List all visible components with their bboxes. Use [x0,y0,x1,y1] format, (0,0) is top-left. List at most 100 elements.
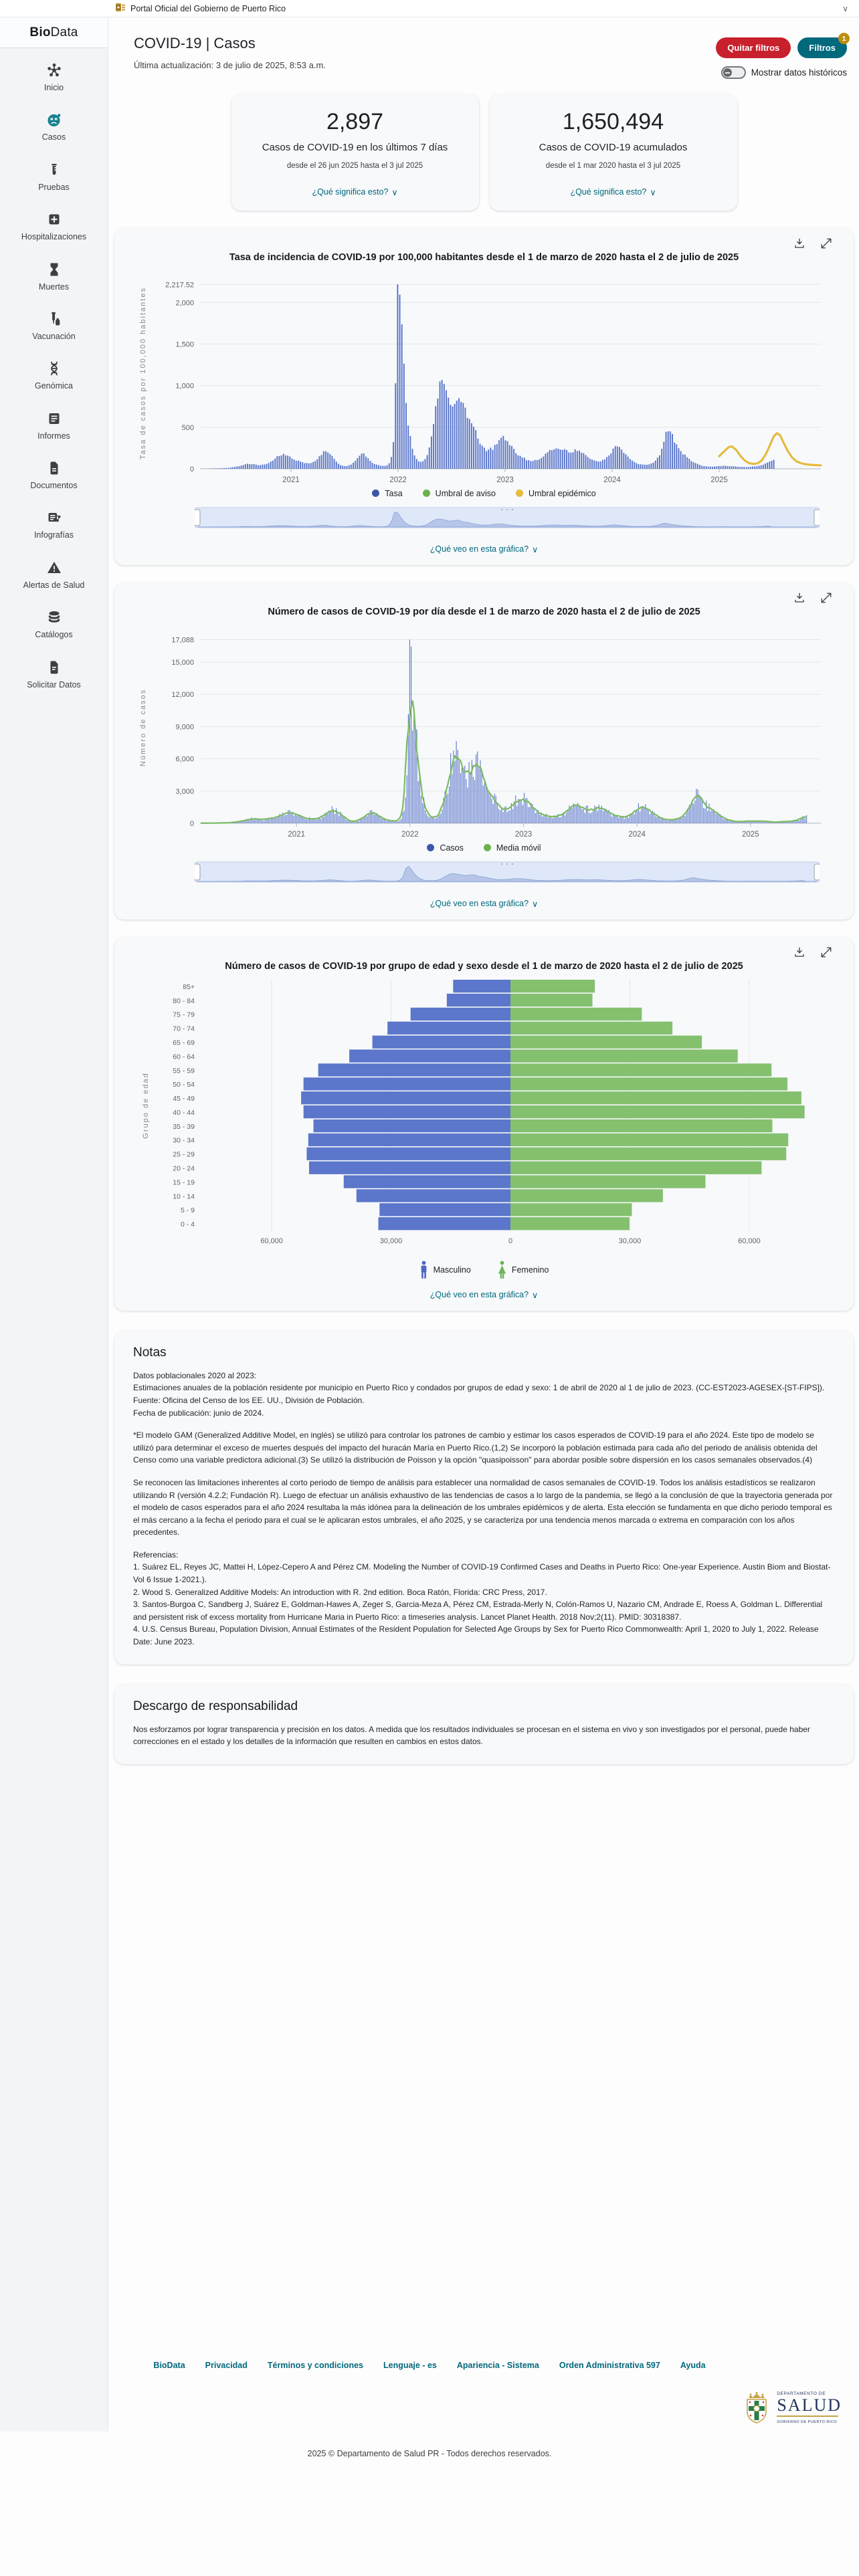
svg-text:2021: 2021 [288,831,305,839]
range-navigator[interactable] [193,505,821,530]
footer: BioData Privacidad Términos y condicione… [0,2329,859,2474]
dna-icon [45,360,63,377]
svg-text:0: 0 [190,820,194,828]
stat-value: 2,897 [326,109,384,134]
sidebar-item-informes[interactable]: Informes [4,407,104,443]
sidebar-item-label: Alertas de Salud [23,580,85,590]
filters-button[interactable]: Filtros 1 [797,33,850,58]
expand-icon[interactable] [820,237,832,249]
footer-link-biodata[interactable]: BioData [153,2360,185,2370]
svg-text:500: 500 [182,424,194,432]
sidebar-item-alertas[interactable]: Alertas de Salud [4,556,104,593]
stat-cards: 2,897 Casos de COVID-19 en los últimos 7… [231,94,737,211]
stat-card-accumulated: 1,650,494 Casos de COVID-19 acumulados d… [489,94,737,211]
footer-link-terminos[interactable]: Términos y condiciones [267,2360,363,2370]
hospital-plus-icon [45,211,63,228]
portal-label: Portal Oficial del Gobierno de Puerto Ri… [130,3,286,13]
expand-icon[interactable] [820,592,832,604]
legend-dot [516,490,523,498]
sidebar-item-muertes[interactable]: Muertes [4,258,104,294]
svg-text:50 - 54: 50 - 54 [173,1081,195,1089]
footer-link-apariencia[interactable]: Apariencia - Sistema [456,2360,539,2370]
female-icon [498,1261,506,1279]
download-icon[interactable] [793,946,805,958]
salud-department-logo: DEPARTAMENTO DE SALUD GOBIERNO DE PUERTO… [743,2391,842,2425]
sidebar-item-genomica[interactable]: Genómica [4,357,104,393]
range-navigator[interactable] [193,859,821,885]
what-does-this-mean-link[interactable]: ¿Qué significa esto? ∨ [570,187,656,197]
footer-link-ayuda[interactable]: Ayuda [680,2360,706,2370]
stat-date-range: desde el 26 jun 2025 hasta el 3 jul 2025 [286,161,423,170]
svg-text:2022: 2022 [389,476,407,484]
age-sex-pyramid-chart: 60,000 30,000 0 30,000 60,000 85+ 80 - 84 75 - … [142,979,805,1245]
portal-link[interactable]: Portal Oficial del Gobierno de Puerto Ri… [115,3,286,14]
sidebar-item-hospitalizaciones[interactable]: Hospitalizaciones [4,208,104,244]
svg-text:2021: 2021 [282,476,300,484]
header-actions: Quitar filtros Filtros 1 Mostrar datos hi… [716,33,850,79]
sidebar-item-vacunacion[interactable]: Vacunación [4,308,104,344]
svg-text:Grupo de edad: Grupo de edad [142,1072,150,1138]
toggle-thumb [723,68,732,77]
legend-umbral-aviso[interactable]: Umbral de aviso [422,489,496,498]
legend-tasa[interactable]: Tasa [372,489,403,498]
chart-legend: Tasa Umbral de aviso Umbral epidémico [125,489,843,498]
sidebar-item-label: Vacunación [32,331,76,341]
biodata-logo[interactable]: Bio Data [0,17,108,48]
svg-text:0 - 4: 0 - 4 [181,1220,195,1228]
what-do-i-see-link[interactable]: ¿Qué veo en esta gráfica? ∨ [430,1290,539,1300]
syringe-vial-icon [45,310,63,328]
request-file-icon [45,659,63,676]
sidebar-item-casos[interactable]: Casos [4,108,104,144]
legend-umbral-epidemico[interactable]: Umbral epidémico [516,489,596,498]
what-do-i-see-link[interactable]: ¿Qué veo en esta gráfica? ∨ [430,899,539,909]
historic-data-toggle[interactable] [721,66,746,79]
footer-link-privacidad[interactable]: Privacidad [205,2360,248,2370]
svg-text:30,000: 30,000 [380,1237,403,1245]
legend-media-movil[interactable]: Media móvil [483,843,541,853]
download-icon[interactable] [793,592,805,604]
remove-filters-button[interactable]: Quitar filtros [716,37,791,58]
portal-collapse-chevron-icon[interactable]: ∨ [842,3,848,13]
sidebar-item-label: Genómica [35,381,73,391]
what-does-this-mean-link[interactable]: ¿Qué significa esto? ∨ [312,187,398,197]
note-line: Fecha de publicación: junio de 2024. [133,1408,264,1418]
chevron-down-icon: ∨ [532,899,539,909]
footer-link-lenguaje[interactable]: Lenguaje - es [383,2360,437,2370]
sidebar-item-solicitar-datos[interactable]: Solicitar Datos [4,656,104,692]
disclaimer-card: Descargo de responsabilidad Nos esforzam… [114,1684,854,1764]
legend-masculino[interactable]: Masculino [419,1261,471,1279]
legend-dot [422,490,430,498]
svg-text:40 - 44: 40 - 44 [173,1109,195,1117]
svg-text:0: 0 [508,1237,512,1245]
sidebar-item-pruebas[interactable]: Pruebas [4,158,104,195]
stat-card-7-days: 2,897 Casos de COVID-19 en los últimos 7… [231,94,479,211]
disclaimer-body: Nos esforzamos por lograr transparencia … [133,1724,810,1747]
download-icon[interactable] [793,237,805,249]
sidebar-item-label: Documentos [30,481,78,490]
sidebar-item-catalogos[interactable]: Catálogos [4,606,104,642]
test-tube-icon [45,161,63,179]
daily-cases-card: Número de casos de COVID-19 por día desd… [114,582,854,920]
legend-dot [483,844,491,852]
legend-dot [427,844,435,852]
expand-icon[interactable] [820,946,832,958]
what-do-i-see-link[interactable]: ¿Qué veo en esta gráfica? ∨ [430,544,539,554]
svg-text:3,000: 3,000 [175,788,194,796]
svg-text:2025: 2025 [742,831,759,839]
reference-item: 1. Suárez EL, Reyes JC, Mattei H, López-… [133,1562,831,1585]
sidebar-item-infografias[interactable]: Infografías [4,506,104,542]
sidebar-item-documentos[interactable]: Documentos [4,457,104,493]
svg-text:2023: 2023 [515,831,533,839]
sidebar-item-label: Infografías [33,530,74,540]
footer-link-orden-administrativa[interactable]: Orden Administrativa 597 [559,2360,660,2370]
hourglass-icon [45,261,63,278]
sidebar-item-inicio[interactable]: Inicio [4,59,104,95]
svg-text:60 - 64: 60 - 64 [173,1053,195,1061]
legend-casos[interactable]: Casos [427,843,464,853]
sidebar-nav: Inicio Casos Pruebas Hospitalizaciones M… [0,48,108,706]
svg-text:45 - 49: 45 - 49 [173,1095,195,1103]
chevron-down-icon: ∨ [650,187,656,197]
legend-femenino[interactable]: Femenino [498,1261,549,1279]
age-sex-pyramid-card: Número de casos de COVID-19 por grupo de… [114,936,854,1311]
svg-text:55 - 59: 55 - 59 [173,1067,195,1075]
